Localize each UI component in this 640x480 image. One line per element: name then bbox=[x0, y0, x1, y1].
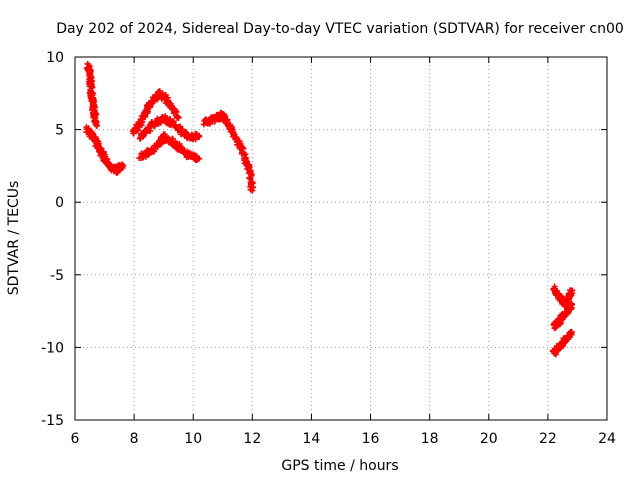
plot-frame bbox=[74, 56, 608, 421]
y-tick-label: -5 bbox=[50, 268, 64, 284]
data-point bbox=[92, 120, 99, 127]
ticks: 6 8 10 12 14 16 18 20 22 24 10 5 0 -5 -10 -15 bbox=[41, 50, 616, 447]
data-point bbox=[119, 161, 126, 168]
x-tick-label: 24 bbox=[598, 431, 616, 447]
grid bbox=[75, 57, 607, 420]
x-tick-label: 22 bbox=[539, 431, 557, 447]
series-arc-lower bbox=[136, 131, 203, 164]
x-tick-label: 20 bbox=[480, 431, 498, 447]
data-point bbox=[196, 133, 203, 140]
data-point bbox=[568, 287, 575, 294]
data-point bbox=[141, 129, 148, 136]
x-tick-label: 18 bbox=[421, 431, 439, 447]
data-point bbox=[175, 114, 182, 121]
x-tick-label: 6 bbox=[71, 431, 80, 447]
series-early-spike bbox=[83, 60, 100, 129]
series-night-lower bbox=[549, 328, 575, 358]
series-arc-upper bbox=[129, 88, 182, 137]
series-arc-middle bbox=[137, 113, 203, 143]
data-point bbox=[170, 118, 177, 125]
series-night-upper bbox=[550, 283, 576, 308]
x-tick-label: 16 bbox=[362, 431, 380, 447]
data-point bbox=[169, 138, 176, 145]
series-late-cluster bbox=[200, 109, 257, 194]
data-point bbox=[248, 181, 255, 188]
data-point bbox=[171, 108, 178, 115]
data-points bbox=[83, 60, 576, 358]
data-point bbox=[178, 144, 185, 151]
data-point bbox=[147, 127, 154, 134]
x-tick-label: 10 bbox=[184, 431, 202, 447]
data-point bbox=[196, 155, 203, 162]
chart-title: Day 202 of 2024, Sidereal Day-to-day VTE… bbox=[56, 21, 624, 37]
y-axis-title: SDTVAR / TECUs bbox=[6, 181, 22, 296]
y-tick-label: 0 bbox=[55, 195, 64, 211]
x-tick-label: 12 bbox=[243, 431, 261, 447]
data-point bbox=[568, 329, 575, 336]
y-tick-label: -10 bbox=[41, 340, 64, 356]
y-tick-label: 10 bbox=[46, 50, 64, 66]
x-tick-label: 8 bbox=[130, 431, 139, 447]
series-descent bbox=[83, 124, 127, 176]
x-tick-label: 14 bbox=[303, 431, 321, 447]
data-point bbox=[568, 300, 575, 307]
data-point bbox=[165, 99, 172, 106]
series-night-middle bbox=[550, 300, 576, 332]
data-point bbox=[103, 156, 110, 163]
x-axis-title: GPS time / hours bbox=[281, 458, 398, 474]
data-point bbox=[158, 137, 165, 144]
data-point bbox=[560, 341, 567, 348]
data-point bbox=[233, 135, 240, 142]
y-tick-label: -15 bbox=[41, 413, 64, 429]
data-point bbox=[567, 293, 574, 300]
data-point bbox=[230, 131, 237, 138]
data-point bbox=[249, 187, 256, 194]
data-point bbox=[168, 102, 175, 109]
y-tick-label: 5 bbox=[55, 123, 64, 139]
